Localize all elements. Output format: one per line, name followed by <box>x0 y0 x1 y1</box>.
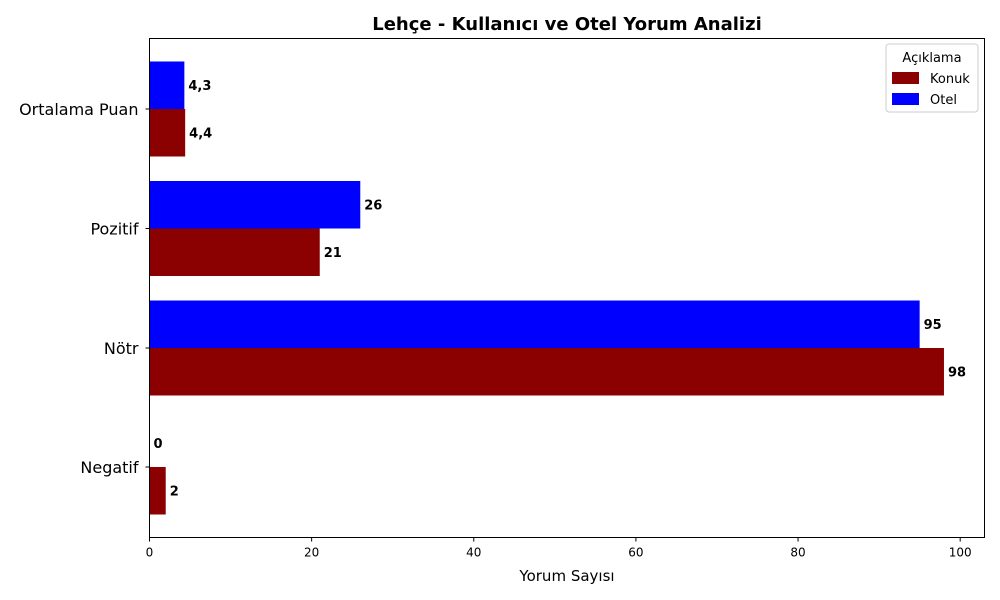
bars-group <box>149 61 944 515</box>
y-axis: Ortalama Puan Pozitif Nötr Negatif <box>19 100 150 477</box>
y-tick-label-notr: Nötr <box>104 339 139 358</box>
bar-otel-pozitif <box>149 181 361 229</box>
data-label-otel-notr: 95 <box>924 318 942 333</box>
bar-konuk-notr <box>149 348 944 396</box>
x-axis-label: Yorum Sayısı <box>518 567 614 585</box>
plot-frame <box>149 38 985 538</box>
x-tick-label-40: 40 <box>466 546 481 560</box>
y-tick-label-ortalama-puan: Ortalama Puan <box>19 100 138 119</box>
data-label-konuk-pozitif: 21 <box>324 246 342 261</box>
x-tick-label-20: 20 <box>304 546 319 560</box>
x-tick-label-100: 100 <box>949 546 972 560</box>
y-tick-label-negatif: Negatif <box>80 458 138 477</box>
x-tick-label-60: 60 <box>628 546 643 560</box>
chart-title: Lehçe - Kullanıcı ve Otel Yorum Analizi <box>372 14 762 35</box>
data-label-konuk-negatif: 2 <box>170 484 179 499</box>
legend-label-otel: Otel <box>930 93 957 108</box>
x-axis: 0 20 40 60 80 100 <box>146 537 972 560</box>
legend-swatch-otel <box>892 93 919 105</box>
legend-swatch-konuk <box>892 72 919 84</box>
legend-label-konuk: Konuk <box>930 72 970 87</box>
y-tick-label-pozitif: Pozitif <box>90 220 138 239</box>
data-label-otel-ortalama-puan: 4,3 <box>188 79 211 94</box>
data-label-konuk-notr: 98 <box>948 365 966 380</box>
data-label-otel-pozitif: 26 <box>364 198 382 213</box>
x-tick-label-0: 0 <box>146 546 154 560</box>
bar-otel-notr <box>149 300 920 348</box>
data-label-konuk-ortalama-puan: 4,4 <box>189 126 212 141</box>
legend: Açıklama Konuk Otel <box>885 43 979 113</box>
bar-konuk-pozitif <box>149 228 320 276</box>
bar-konuk-ortalama-puan <box>149 109 186 157</box>
data-label-otel-negatif: 0 <box>154 437 163 452</box>
bar-otel-ortalama-puan <box>149 61 185 109</box>
bar-konuk-negatif <box>149 467 166 515</box>
legend-title: Açıklama <box>902 51 961 66</box>
x-tick-label-80: 80 <box>790 546 805 560</box>
data-labels-group: 4,4 4,3 21 26 98 95 2 0 <box>154 79 967 500</box>
